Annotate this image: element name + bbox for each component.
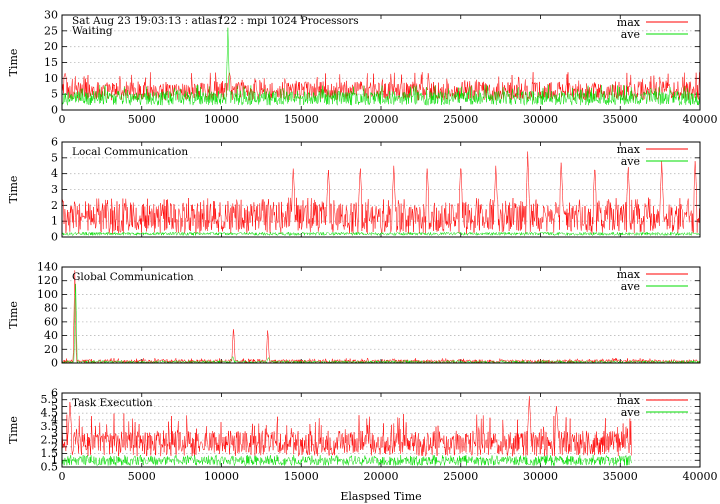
x-tick-label: 5000 (128, 470, 156, 483)
y-tick-label: 60 (44, 315, 58, 328)
x-tick-label: 10000 (204, 113, 239, 126)
y-tick-label: 0 (51, 104, 58, 117)
series-line-max (61, 396, 632, 457)
x-tick-label: 20000 (364, 470, 399, 483)
x-tick-label: 5000 (128, 113, 156, 126)
series-line-ave (61, 231, 701, 237)
y-tick-label: 3 (51, 427, 58, 440)
plot-frame (61, 14, 701, 111)
y-tick-label: 4 (51, 413, 58, 426)
y-tick-label: 30 (44, 9, 58, 22)
series-line-max (61, 151, 701, 234)
x-tick-label: 35000 (603, 113, 638, 126)
y-tick-label: 1 (51, 454, 58, 467)
y-tick-label: 0.5 (41, 461, 59, 474)
y-axis-label: Time (7, 301, 20, 329)
y-tick-label: 100 (37, 288, 58, 301)
panel-title: Global Communication (72, 271, 194, 283)
y-tick-label: 1.5 (41, 447, 59, 460)
x-tick-label: 30000 (523, 470, 558, 483)
y-tick-label: 140 (37, 261, 58, 274)
y-axis-label: Time (7, 176, 20, 204)
plot-frame (61, 266, 701, 364)
y-tick-label: 2 (51, 199, 58, 212)
y-tick-label: 1 (51, 215, 58, 228)
legend-label-max: max (617, 268, 641, 281)
y-tick-label: 6 (51, 136, 58, 149)
series-line-ave (61, 283, 701, 364)
y-tick-label: 20 (44, 40, 58, 53)
x-tick-label: 15000 (284, 113, 319, 126)
y-tick-label: 2.5 (41, 434, 59, 447)
panel-title: Task Execution (72, 397, 153, 409)
legend-label-ave: ave (621, 155, 640, 168)
x-tick-label: 25000 (443, 113, 478, 126)
x-tick-label: 10000 (204, 470, 239, 483)
y-tick-label: 6 (51, 387, 58, 400)
x-tick-label: 30000 (523, 113, 558, 126)
y-axis-label: Time (7, 416, 20, 444)
y-tick-label: 3 (51, 183, 58, 196)
x-tick-label: 35000 (603, 470, 638, 483)
x-tick-label: 40000 (683, 470, 718, 483)
x-tick-label: 0 (59, 470, 66, 483)
x-tick-label: 25000 (443, 470, 478, 483)
figure-header-title: Sat Aug 23 19:03:13 : atlas122 : mpi 102… (72, 15, 359, 27)
y-tick-label: 15 (44, 56, 58, 69)
series-line-ave (61, 27, 701, 106)
x-tick-label: 20000 (364, 113, 399, 126)
legend-label-max: max (617, 16, 641, 29)
y-tick-label: 0 (51, 231, 58, 244)
legend-label-max: max (617, 143, 641, 156)
x-axis-label: Elaspsed Time (340, 490, 421, 503)
y-tick-label: 120 (37, 274, 58, 287)
x-tick-label: 0 (59, 113, 66, 126)
legend-label-ave: ave (621, 28, 640, 41)
y-tick-label: 4.5 (41, 407, 59, 420)
legend-label-ave: ave (621, 406, 640, 419)
panel-3: 0.511.522.533.544.555.56 0 5000 10000 15000 2… (7, 387, 718, 484)
panel-title: Waiting (72, 25, 113, 37)
panel-title: Local Communication (72, 146, 188, 158)
y-tick-label: 25 (44, 24, 58, 37)
y-tick-label: 5 (51, 151, 58, 164)
x-tick-label: 40000 (683, 113, 718, 126)
y-tick-label: 5 (51, 88, 58, 101)
y-tick-label: 4 (51, 167, 58, 180)
y-tick-label: 5 (51, 400, 58, 413)
y-tick-label: 40 (44, 329, 58, 342)
plot-frame (61, 392, 701, 468)
legend-label-max: max (617, 394, 641, 407)
plot-frame (61, 141, 701, 238)
y-tick-label: 10 (44, 72, 58, 85)
y-tick-label: 3.5 (41, 420, 59, 433)
y-tick-label: 2 (51, 440, 58, 453)
x-tick-label: 15000 (284, 470, 319, 483)
legend-label-ave: ave (621, 280, 640, 293)
y-axis-label: Time (7, 49, 20, 77)
series-line-ave (61, 454, 632, 467)
series-line-max (61, 270, 701, 364)
y-tick-label: 0 (51, 357, 58, 370)
y-tick-label: 5.5 (41, 393, 59, 406)
y-tick-label: 20 (44, 343, 58, 356)
y-tick-label: 80 (44, 302, 58, 315)
